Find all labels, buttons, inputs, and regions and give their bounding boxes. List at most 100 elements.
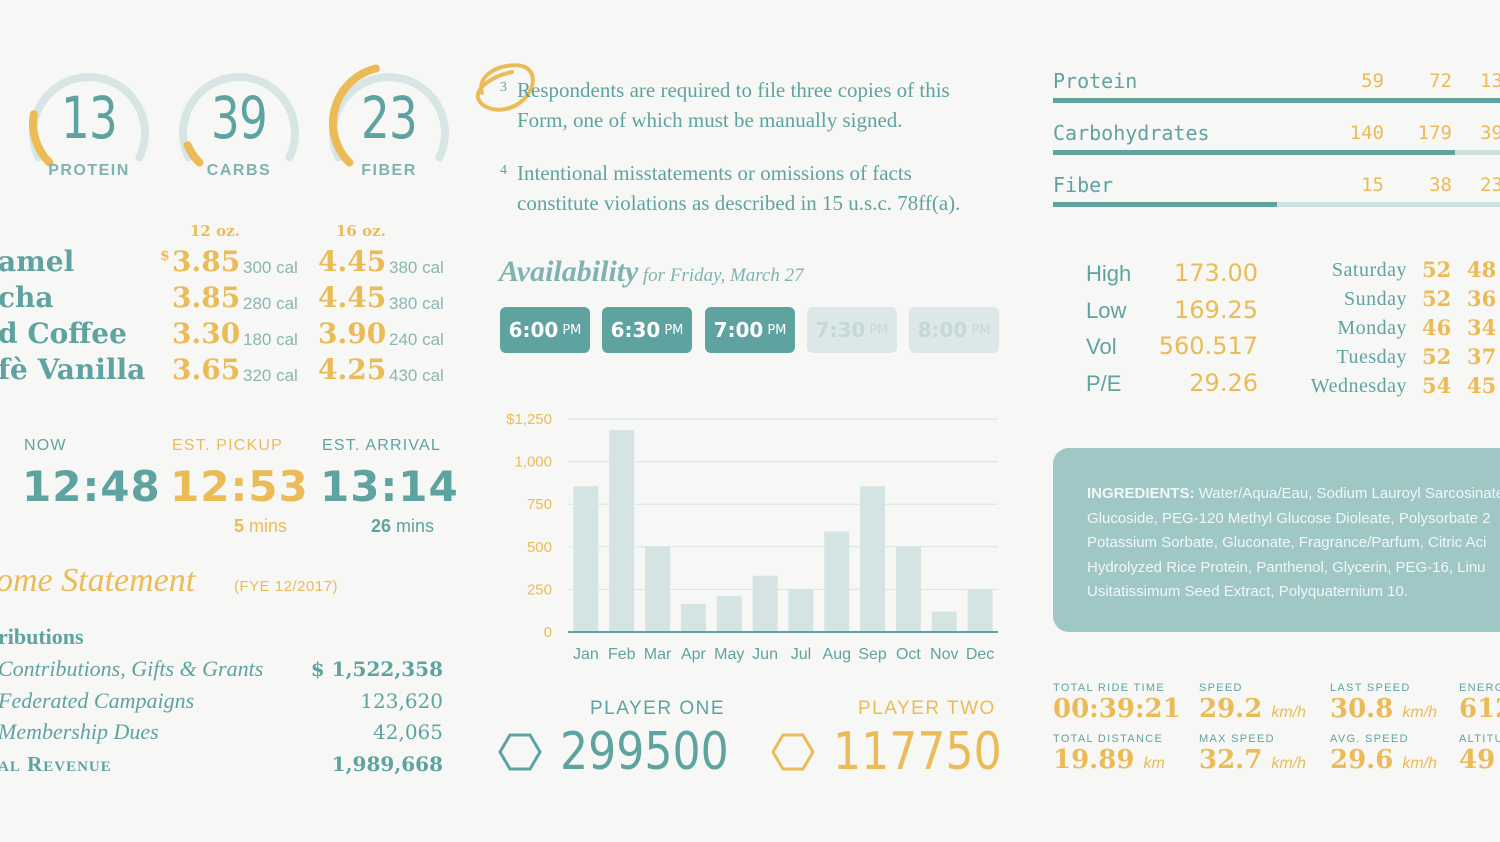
income-row-label: Contributions, Gifts & Grants: [0, 656, 264, 681]
day-low: 48: [1467, 257, 1497, 282]
day-high: 46: [1422, 315, 1452, 340]
slot-ampm: PM: [971, 322, 991, 338]
nutrition-value: 13: [1480, 70, 1500, 92]
menu-price-small: 3.85: [172, 245, 241, 278]
slot-ampm: PM: [767, 322, 787, 338]
ride-stat-label: MAX SPEED: [1199, 733, 1275, 745]
nutrition-value: 72: [1429, 70, 1452, 92]
ride-stat-value: 32.7 km/h: [1199, 745, 1306, 775]
day-low: 37: [1467, 344, 1497, 369]
bar: [645, 546, 671, 632]
ride-stat-value: 19.89 km: [1053, 745, 1165, 775]
footnote-line: Intentional misstatements or omissions o…: [517, 161, 912, 185]
nutrition-bar-track: [1053, 98, 1500, 103]
ride-stat-label: ALTITU: [1459, 733, 1500, 745]
menu-price-small: 3.30: [172, 317, 241, 350]
menu-price-large: 4.25: [318, 353, 387, 386]
ride-stat-number: 19.89: [1053, 745, 1135, 775]
y-tick-label: 250: [527, 581, 552, 598]
ride-stat-unit: km/h: [1271, 704, 1307, 721]
nutrition-value: 39: [1480, 122, 1500, 144]
day-high: 52: [1422, 344, 1452, 369]
ride-stat-value: 49 r: [1459, 745, 1500, 775]
income-section-title: ributions: [0, 624, 84, 649]
income-row-label: Membership Dues: [0, 719, 159, 744]
bar: [967, 589, 993, 632]
nutrition-value: 179: [1417, 122, 1452, 144]
protein-value: 13: [60, 84, 118, 152]
nutrition-name: Protein: [1053, 69, 1138, 93]
ride-stat-unit: km/h: [1402, 704, 1438, 721]
footnote-number: 3: [500, 80, 507, 95]
x-tick-label: Mar: [644, 646, 672, 663]
now-time: 12:48: [22, 462, 161, 511]
x-tick-label: Sep: [858, 646, 887, 663]
footnote-text: Intentional misstatements or omissions o…: [517, 158, 960, 218]
x-tick-label: Jul: [791, 646, 811, 663]
stock-label: Low: [1086, 298, 1127, 323]
ride-stat-unit: km: [1143, 755, 1165, 772]
arrival-label: EST. ARRIVAL: [322, 437, 442, 454]
footnote-number: 4: [500, 163, 507, 178]
nutrition-name: Carbohydrates: [1053, 121, 1210, 145]
carbs-gauge-ring: [179, 73, 299, 167]
nutrition-name: Fiber: [1053, 173, 1114, 197]
pickup-label: EST. PICKUP: [172, 437, 284, 454]
carbs-value: 39: [210, 84, 268, 152]
bar: [752, 575, 778, 632]
footnote-text: Respondents are required to file three c…: [517, 75, 950, 135]
player-one-label: PLAYER ONE: [590, 698, 726, 719]
nutrition-value: 140: [1349, 122, 1384, 144]
pickup-eta-unit: mins: [249, 516, 288, 536]
ride-stat-value: 29.6 km/h: [1330, 745, 1437, 775]
menu-price-small: 3.85: [172, 281, 241, 314]
nutrition-value: 38: [1429, 174, 1452, 196]
now-label: NOW: [24, 437, 67, 454]
pickup-eta-value: 5: [234, 516, 245, 536]
bar: [680, 603, 706, 632]
slot-time: 6:00: [508, 318, 559, 342]
y-tick-label: 750: [527, 496, 552, 513]
time-slot-button[interactable]: 6:30 PM: [602, 307, 692, 353]
hexagon-icon: [498, 733, 542, 771]
menu-price-large: 3.90: [318, 317, 387, 350]
slot-time: 7:00: [713, 318, 764, 342]
nutrition-bar-fill: [1053, 150, 1456, 155]
time-slot-button[interactable]: 7:00 PM: [705, 307, 795, 353]
bar: [788, 589, 814, 632]
menu-item-name: d Coffee: [0, 317, 127, 350]
day-label: Sunday: [1344, 288, 1407, 310]
nutrition-bar-fill: [1053, 98, 1500, 103]
hexagon-icon: [771, 733, 815, 771]
arrival-eta: 26 mins: [371, 516, 434, 537]
menu-price-small: 3.65: [172, 353, 241, 386]
size-large-header: 16 oz.: [336, 222, 386, 240]
menu-cal-small: 280 cal: [243, 294, 298, 313]
x-tick-label: Dec: [966, 646, 994, 663]
bar: [716, 596, 742, 632]
ingredients-label: INGREDIENTS:: [1087, 485, 1195, 502]
carbs-label: CARBS: [206, 162, 272, 179]
ride-stat-label: ENERG: [1459, 682, 1500, 694]
income-row-label: Federated Campaigns: [0, 688, 195, 713]
ride-stat-number: 29.6: [1330, 745, 1394, 775]
x-tick-label: May: [714, 646, 744, 663]
nutrition-bar-fill: [1053, 202, 1277, 207]
time-slot-button[interactable]: 6:00 PM: [500, 307, 590, 353]
slot-ampm: PM: [664, 322, 684, 338]
x-tick-label: Jun: [752, 646, 778, 663]
ride-stat-label: TOTAL DISTANCE: [1053, 733, 1164, 745]
monthly-bar-chart: $1,250 1,000 750 500 250 0 Jan Feb Mar Apr May Jun J…: [506, 411, 998, 663]
menu-price-large: 4.45: [318, 281, 387, 314]
nutrition-bar-track: [1053, 150, 1500, 155]
footnote-line: Respondents are required to file three c…: [517, 78, 950, 102]
slot-ampm: PM: [869, 322, 889, 338]
income-row-value: $ 1,522,358: [310, 657, 443, 681]
x-tick-label: Jan: [573, 646, 599, 663]
slot-time: 6:30: [610, 318, 661, 342]
menu-cal-large: 240 cal: [389, 330, 444, 349]
ingredients-line: Hydrolyzed Rice Protein, Panthenol, Glyc…: [1087, 558, 1486, 576]
menu-item-name: amel: [0, 245, 75, 278]
footnote-line: Form, one of which must be manually sign…: [517, 108, 903, 132]
day-high: 54: [1422, 373, 1452, 398]
